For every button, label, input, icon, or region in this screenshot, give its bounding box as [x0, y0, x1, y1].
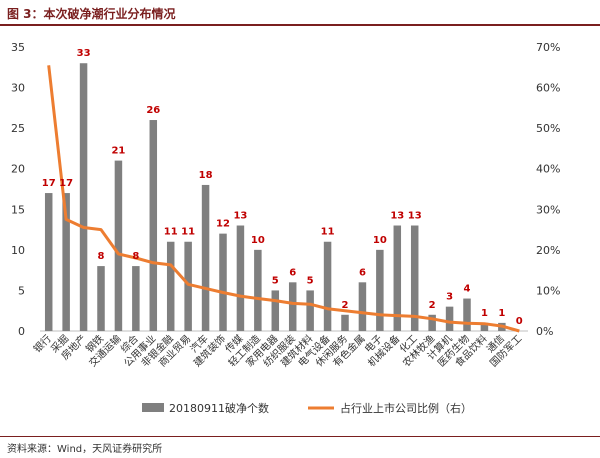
data-label: 13: [390, 211, 404, 222]
bar: [393, 225, 402, 331]
data-label: 11: [181, 227, 195, 238]
right-axis-tick-label: 70%: [536, 41, 560, 54]
left-axis-tick-label: 15: [11, 203, 25, 216]
data-label: 13: [408, 211, 422, 222]
source-rule: [0, 436, 600, 437]
left-axis: 0 5 10 15 20 25 30 35: [11, 41, 25, 338]
legend-bar-swatch: [142, 403, 164, 412]
data-label: 5: [307, 275, 314, 286]
bar: [79, 63, 88, 331]
data-label: 11: [321, 227, 335, 238]
data-label: 21: [111, 146, 125, 157]
bar: [480, 322, 489, 331]
bar: [323, 241, 332, 331]
bar: [114, 160, 123, 331]
figure-title: 图 3：本次破净潮行业分布情况: [7, 7, 176, 21]
bar: [463, 298, 471, 331]
legend-line-label: 占行业上市公司比例（右）: [340, 401, 472, 415]
bar: [201, 184, 210, 331]
data-label: 0: [516, 316, 523, 327]
data-label: 26: [146, 105, 160, 116]
data-label: 17: [59, 178, 73, 189]
bar: [341, 314, 349, 331]
right-axis: 0% 10% 20% 30% 40% 50% 60% 70%: [536, 41, 560, 338]
bar: [184, 241, 192, 331]
data-label: 33: [77, 48, 91, 59]
bar: [62, 193, 70, 331]
data-label: 8: [98, 251, 105, 262]
left-axis-tick-label: 5: [18, 284, 25, 297]
bar: [236, 225, 245, 331]
bar: [306, 290, 314, 331]
ratio-line: [47, 65, 520, 333]
bar: [132, 266, 140, 331]
category-label: 银行: [31, 332, 54, 355]
data-label: 2: [429, 300, 436, 311]
right-axis-tick-label: 10%: [536, 284, 560, 297]
legend: 20180911破净个数 占行业上市公司比例（右）: [142, 401, 472, 415]
left-axis-tick-label: 10: [11, 244, 25, 257]
data-label: 1: [498, 308, 505, 319]
right-axis-tick-label: 40%: [536, 163, 560, 176]
bar: [288, 282, 297, 331]
bar: [428, 314, 436, 331]
data-label: 13: [233, 211, 247, 222]
data-label: 17: [42, 178, 56, 189]
bar: [376, 249, 384, 331]
data-label: 2: [342, 300, 349, 311]
right-axis-tick-label: 60%: [536, 82, 560, 95]
legend-bar-label: 20180911破净个数: [169, 401, 269, 415]
bar: [219, 233, 227, 331]
data-label: 4: [464, 284, 471, 295]
source-note: 资料来源：Wind，天风证券研究所: [7, 444, 163, 455]
category-labels: 银行采掘房地产钢铁交通运输综合公用事业非银金融商业贸易汽车建筑装饰传媒轻工制造家…: [31, 332, 525, 369]
data-label: 10: [373, 235, 387, 246]
bar-series: [44, 63, 506, 332]
left-axis-tick-label: 0: [18, 325, 25, 338]
bar: [166, 241, 175, 331]
bar: [445, 306, 454, 331]
left-axis-tick-label: 35: [11, 41, 25, 54]
right-axis-tick-label: 50%: [536, 122, 560, 135]
bar: [410, 225, 419, 331]
data-label: 6: [289, 267, 296, 278]
line-series: [47, 65, 520, 333]
data-label: 1: [481, 308, 488, 319]
left-axis-tick-label: 30: [11, 82, 25, 95]
data-label: 5: [272, 275, 279, 286]
title-rule: [0, 24, 600, 26]
bar: [358, 282, 367, 331]
data-label: 6: [359, 267, 366, 278]
left-axis-tick-label: 20: [11, 163, 25, 176]
bar: [97, 266, 105, 331]
right-axis-tick-label: 0%: [536, 325, 553, 338]
bar: [44, 193, 53, 331]
right-axis-tick-label: 30%: [536, 203, 560, 216]
data-label: 10: [251, 235, 265, 246]
data-label: 11: [164, 227, 178, 238]
bar: [149, 120, 158, 332]
data-label: 12: [216, 219, 230, 230]
data-label: 8: [132, 251, 139, 262]
data-label: 3: [446, 292, 453, 303]
data-label: 18: [199, 170, 213, 181]
left-axis-tick-label: 25: [11, 122, 25, 135]
bar: [271, 290, 280, 331]
right-axis-tick-label: 20%: [536, 244, 560, 257]
bar: [254, 249, 262, 331]
